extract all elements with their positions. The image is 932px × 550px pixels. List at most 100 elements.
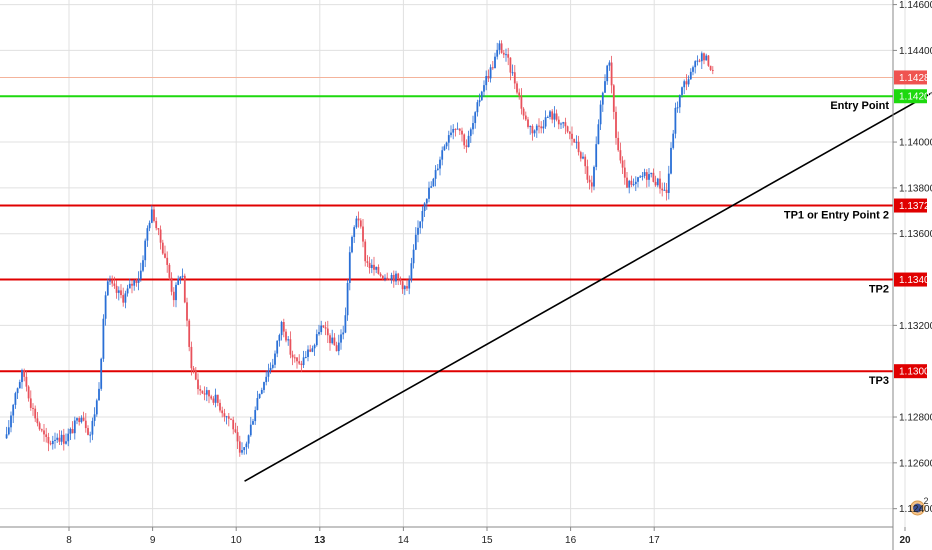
candle-body (170, 277, 173, 292)
candle-body (135, 280, 138, 283)
candle-body (617, 137, 620, 151)
candle-body (67, 433, 70, 442)
candle-body (573, 138, 576, 143)
candle-body (489, 67, 492, 79)
candle-body (590, 182, 593, 187)
candle-body (219, 402, 221, 411)
price-tick-label: 1.14600 (899, 0, 932, 11)
candle-body (705, 55, 708, 61)
candle-body (654, 181, 657, 186)
candle-body (676, 107, 679, 109)
candle-body (465, 145, 468, 148)
price-tag (894, 89, 927, 104)
candle-body (553, 113, 556, 120)
price-tick-label: 1.13800 (899, 183, 932, 194)
candle-body (313, 345, 316, 349)
candle-body (109, 280, 111, 282)
candle-body (364, 241, 367, 262)
candle-body (91, 420, 94, 435)
candle-body (520, 96, 523, 109)
candle-body (153, 209, 155, 221)
candle-body (368, 262, 371, 269)
price-tag (894, 364, 927, 379)
candle-body (379, 273, 382, 276)
candle-body (670, 147, 672, 174)
candle-body (637, 177, 639, 182)
time-axis[interactable]: 891013141516172021 (0, 526, 932, 546)
candle-body (414, 234, 417, 250)
candle-body (546, 116, 549, 118)
candle-body (542, 126, 545, 129)
candle-body (115, 285, 118, 293)
event-flag-icon[interactable]: 2 (910, 496, 929, 516)
candle-body (65, 441, 67, 444)
economic-events[interactable]: 2338 (910, 496, 932, 516)
candle-body (16, 388, 19, 394)
candle-body (260, 389, 263, 394)
candle-body (190, 346, 193, 369)
candle-body (494, 56, 496, 69)
candle-body (342, 332, 345, 335)
candle-body (104, 295, 107, 319)
candle-body (139, 270, 142, 279)
price-tick-label: 1.12400 (899, 504, 932, 515)
candle-body (397, 273, 400, 279)
candle-body (698, 60, 701, 62)
candle-body (685, 81, 688, 85)
candle-body (692, 67, 694, 72)
candle-body (227, 416, 230, 419)
horizontal-lines (0, 76, 893, 373)
candle-body (551, 111, 554, 120)
candle-body (445, 142, 448, 147)
candle-body (518, 92, 521, 97)
candle-body (315, 334, 318, 346)
candle-body (410, 263, 413, 280)
trendline[interactable] (244, 18, 932, 482)
candle-body (23, 370, 26, 377)
candle-body (25, 376, 28, 387)
candle-body (381, 275, 384, 279)
candle-body (687, 79, 690, 85)
time-tick-label: 13 (314, 535, 326, 546)
time-tick-label: 20 (899, 535, 911, 546)
price-tag-text: 1.13400 (899, 275, 932, 286)
candle-body (348, 252, 351, 283)
candle-body (430, 186, 433, 188)
candle-body (5, 434, 8, 439)
event-count: 2 (924, 496, 929, 506)
candle-body (337, 342, 340, 352)
level-label: Entry Point (830, 100, 889, 112)
candle-body (245, 443, 248, 448)
candle-body (80, 417, 83, 423)
time-tick-label: 9 (150, 535, 156, 546)
candle-body (480, 91, 483, 101)
candle-body (425, 198, 428, 204)
price-axis[interactable]: 1.14282 1.14200 1.13723 1.13400 1.13000 1.124… (892, 0, 932, 550)
trendline-line[interactable] (244, 18, 932, 482)
candle-body (274, 353, 276, 365)
candle-body (43, 430, 45, 435)
candle-body (632, 184, 635, 186)
candle-body (131, 283, 133, 286)
candle-body (188, 320, 191, 347)
price-tag-text: 1.14200 (899, 92, 932, 103)
candle-body (309, 349, 312, 352)
candle-body (432, 178, 435, 187)
candle-body (95, 400, 98, 415)
candle-body (249, 424, 252, 436)
candle-body (278, 335, 281, 341)
candle-body (56, 437, 59, 440)
price-tag-text: 1.14282 (899, 73, 932, 84)
candle-body (362, 226, 364, 242)
candle-body (604, 81, 606, 93)
candle-body (111, 280, 114, 284)
candle-body (544, 117, 547, 127)
candle-body (124, 293, 127, 303)
candle-body (582, 156, 584, 159)
candle-body (265, 376, 268, 383)
candle-body (661, 188, 664, 191)
candle-body (502, 52, 505, 55)
candle-body (267, 370, 270, 377)
price-tick-label: 1.13600 (899, 229, 932, 240)
